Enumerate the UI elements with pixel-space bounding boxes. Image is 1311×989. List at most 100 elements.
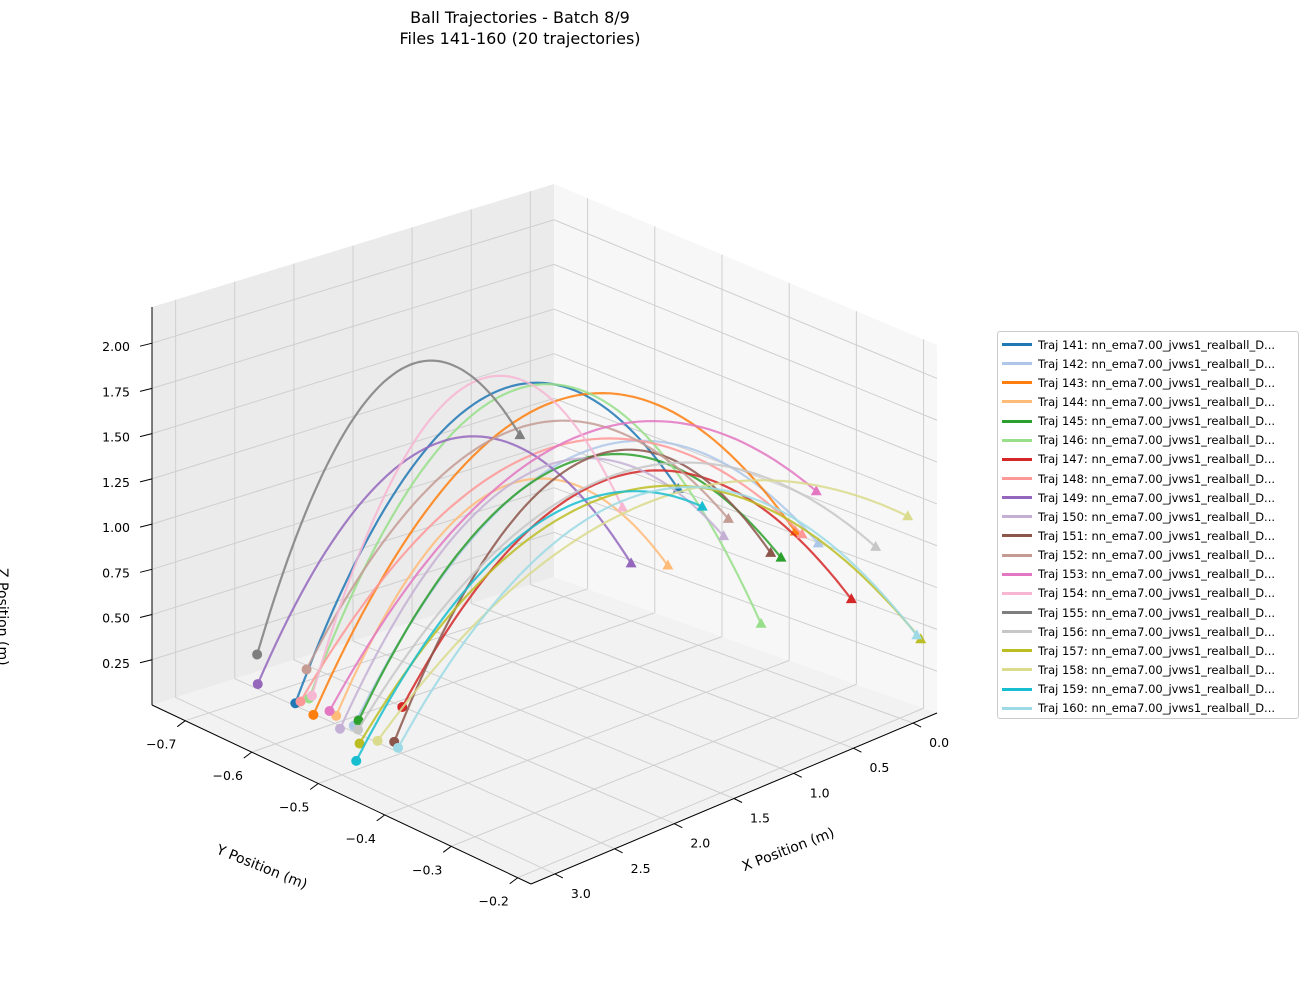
trajectory-line — [355, 490, 703, 762]
z-tick-label: 0.50 — [102, 611, 130, 626]
legend-swatch — [1002, 381, 1032, 385]
legend-swatch — [1002, 572, 1032, 576]
trajectory-start-marker — [372, 735, 383, 746]
trajectory-start-marker — [252, 649, 263, 660]
legend-swatch — [1002, 400, 1032, 404]
legend-item: Traj 158: nn_ema7.00_jvws1_realball_D... — [1002, 660, 1298, 679]
legend-label: Traj 144: nn_ema7.00_jvws1_realball_D... — [1038, 394, 1276, 409]
legend-swatch — [1002, 553, 1032, 557]
legend-swatch — [1002, 438, 1032, 442]
legend-item: Traj 143: nn_ema7.00_jvws1_realball_D... — [1002, 373, 1298, 392]
axis-panes — [152, 184, 937, 884]
legend-item: Traj 152: nn_ema7.00_jvws1_realball_D... — [1002, 546, 1298, 565]
tick-labels: 0.0 0.5 1.0 1.5 2.0 2.5 3.0 −0.7 −0.6 −0.5 −0.4 −0.… — [102, 339, 949, 909]
legend-swatch — [1002, 515, 1032, 519]
legend-label: Traj 156: nn_ema7.00_jvws1_realball_D... — [1038, 624, 1276, 639]
trajectory-start-marker — [351, 755, 362, 766]
legend-swatch — [1002, 706, 1032, 710]
chart-title: Ball Trajectories - Batch 8/9 — [410, 8, 630, 27]
trajectory-end-marker — [514, 429, 526, 440]
trajectory-end-marker — [845, 593, 857, 604]
trajectory-end-marker — [755, 617, 767, 628]
trajectory-end-marker — [765, 546, 777, 557]
legend-item: Traj 154: nn_ema7.00_jvws1_realball_D... — [1002, 584, 1298, 603]
z-tick-label: 0.25 — [102, 656, 130, 671]
legend-label: Traj 157: nn_ema7.00_jvws1_realball_D... — [1038, 643, 1276, 658]
z-tick-label: 1.00 — [102, 520, 130, 535]
legend-swatch — [1002, 343, 1032, 347]
trajectory-line — [305, 419, 730, 670]
legend-item: Traj 147: nn_ema7.00_jvws1_realball_D... — [1002, 450, 1298, 469]
legend-label: Traj 155: nn_ema7.00_jvws1_realball_D... — [1038, 605, 1276, 620]
z-tick-label: 1.50 — [102, 430, 130, 445]
z-tick-label: 2.00 — [102, 339, 130, 354]
trajectory-end-marker — [902, 510, 914, 521]
legend-item: Traj 156: nn_ema7.00_jvws1_realball_D... — [1002, 622, 1298, 641]
legend-item: Traj 159: nn_ema7.00_jvws1_realball_D... — [1002, 680, 1298, 699]
legend-item: Traj 155: nn_ema7.00_jvws1_realball_D... — [1002, 603, 1298, 622]
legend-label: Traj 154: nn_ema7.00_jvws1_realball_D... — [1038, 586, 1276, 601]
trajectory-line — [397, 485, 918, 749]
legend-swatch — [1002, 496, 1032, 500]
legend-label: Traj 146: nn_ema7.00_jvws1_realball_D... — [1038, 433, 1276, 448]
y-tick-label: −0.6 — [213, 768, 243, 783]
legend-swatch — [1002, 668, 1032, 672]
trajectory-start-marker — [295, 696, 306, 707]
trajectory-line — [328, 419, 818, 712]
legend-item: Traj 142: nn_ema7.00_jvws1_realball_D... — [1002, 354, 1298, 373]
legend-label: Traj 150: nn_ema7.00_jvws1_realball_D... — [1038, 509, 1276, 524]
legend-label: Traj 147: nn_ema7.00_jvws1_realball_D... — [1038, 452, 1276, 467]
y-tick-label: −0.3 — [412, 862, 442, 877]
legend-item: Traj 153: nn_ema7.00_jvws1_realball_D... — [1002, 565, 1298, 584]
legend-label: Traj 159: nn_ema7.00_jvws1_realball_D... — [1038, 682, 1276, 697]
trajectory-start-marker — [324, 706, 335, 717]
x-tick-label: 2.0 — [690, 836, 710, 851]
legend-label: Traj 143: nn_ema7.00_jvws1_realball_D... — [1038, 375, 1276, 390]
trajectory-end-marker — [616, 501, 628, 512]
legend-swatch — [1002, 649, 1032, 653]
trajectory-end-marker — [696, 500, 708, 511]
legend-swatch — [1002, 477, 1032, 481]
trajectories — [252, 359, 927, 766]
trajectory-start-marker — [393, 742, 404, 753]
trajectory-line — [310, 374, 624, 697]
trajectory-end-marker — [812, 537, 824, 548]
legend-item: Traj 151: nn_ema7.00_jvws1_realball_D... — [1002, 526, 1298, 545]
trajectory-line — [339, 457, 725, 730]
legend-swatch — [1002, 534, 1032, 538]
legend-swatch — [1002, 611, 1032, 615]
legend-item: Traj 148: nn_ema7.00_jvws1_realball_D... — [1002, 469, 1298, 488]
legend-swatch — [1002, 591, 1032, 595]
legend-swatch — [1002, 687, 1032, 691]
trajectory-end-marker — [662, 559, 674, 570]
z-tick-label: 1.75 — [102, 384, 130, 399]
trajectory-line — [299, 437, 803, 703]
trajectory-end-marker — [775, 551, 787, 562]
legend-label: Traj 158: nn_ema7.00_jvws1_realball_D... — [1038, 662, 1276, 677]
x-tick-label: 2.5 — [631, 861, 651, 876]
trajectory-line — [256, 359, 521, 655]
legend-label: Traj 149: nn_ema7.00_jvws1_realball_D... — [1038, 490, 1276, 505]
legend-swatch — [1002, 419, 1032, 423]
trajectory-end-marker — [870, 540, 882, 551]
trajectory-start-marker — [306, 690, 317, 701]
y-tick-label: −0.7 — [146, 737, 176, 752]
trajectory-end-marker — [625, 557, 637, 568]
trajectory-line — [376, 479, 909, 742]
x-tick-label: 1.0 — [810, 785, 830, 800]
trajectory-end-marker — [810, 485, 822, 496]
legend-item: Traj 141: nn_ema7.00_jvws1_realball_D... — [1002, 335, 1298, 354]
z-tick-label: 1.25 — [102, 475, 130, 490]
legend-item: Traj 149: nn_ema7.00_jvws1_realball_D... — [1002, 488, 1298, 507]
legend-item: Traj 146: nn_ema7.00_jvws1_realball_D... — [1002, 431, 1298, 450]
legend-swatch — [1002, 630, 1032, 634]
trajectory-start-marker — [308, 709, 319, 720]
chart-subtitle: Files 141-160 (20 trajectories) — [399, 29, 641, 48]
legend-item: Traj 157: nn_ema7.00_jvws1_realball_D... — [1002, 641, 1298, 660]
trajectory-start-marker — [252, 679, 263, 690]
trajectory-start-marker — [301, 664, 312, 675]
z-tick-label: 0.75 — [102, 565, 130, 580]
trajectory-end-marker — [796, 528, 808, 539]
legend-label: Traj 151: nn_ema7.00_jvws1_realball_D... — [1038, 528, 1276, 543]
